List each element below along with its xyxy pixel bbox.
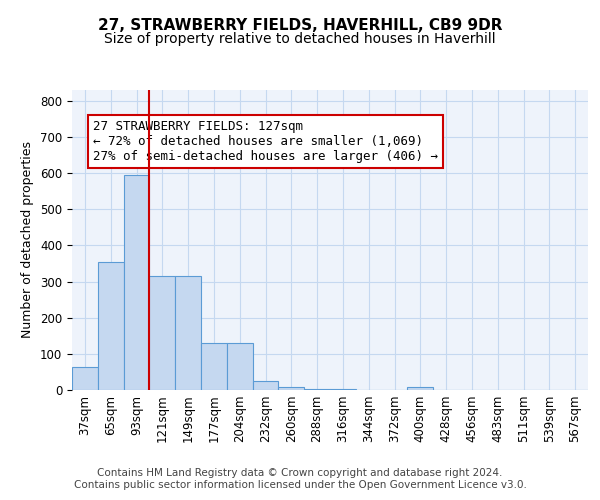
Bar	[124, 175, 149, 390]
Bar	[253, 381, 278, 390]
Text: Contains HM Land Registry data © Crown copyright and database right 2024.
Contai: Contains HM Land Registry data © Crown c…	[74, 468, 526, 490]
Bar	[227, 343, 253, 390]
Bar	[149, 276, 175, 390]
Text: Size of property relative to detached houses in Haverhill: Size of property relative to detached ho…	[104, 32, 496, 46]
Bar	[72, 366, 98, 390]
Bar	[278, 387, 304, 390]
Bar	[407, 387, 433, 390]
Text: 27 STRAWBERRY FIELDS: 127sqm
← 72% of detached houses are smaller (1,069)
27% of: 27 STRAWBERRY FIELDS: 127sqm ← 72% of de…	[92, 120, 437, 163]
Bar	[98, 262, 124, 390]
Bar	[330, 389, 356, 390]
Text: 27, STRAWBERRY FIELDS, HAVERHILL, CB9 9DR: 27, STRAWBERRY FIELDS, HAVERHILL, CB9 9D…	[98, 18, 502, 32]
Bar	[175, 276, 201, 390]
Y-axis label: Number of detached properties: Number of detached properties	[22, 142, 34, 338]
Bar	[304, 389, 330, 390]
Bar	[201, 343, 227, 390]
